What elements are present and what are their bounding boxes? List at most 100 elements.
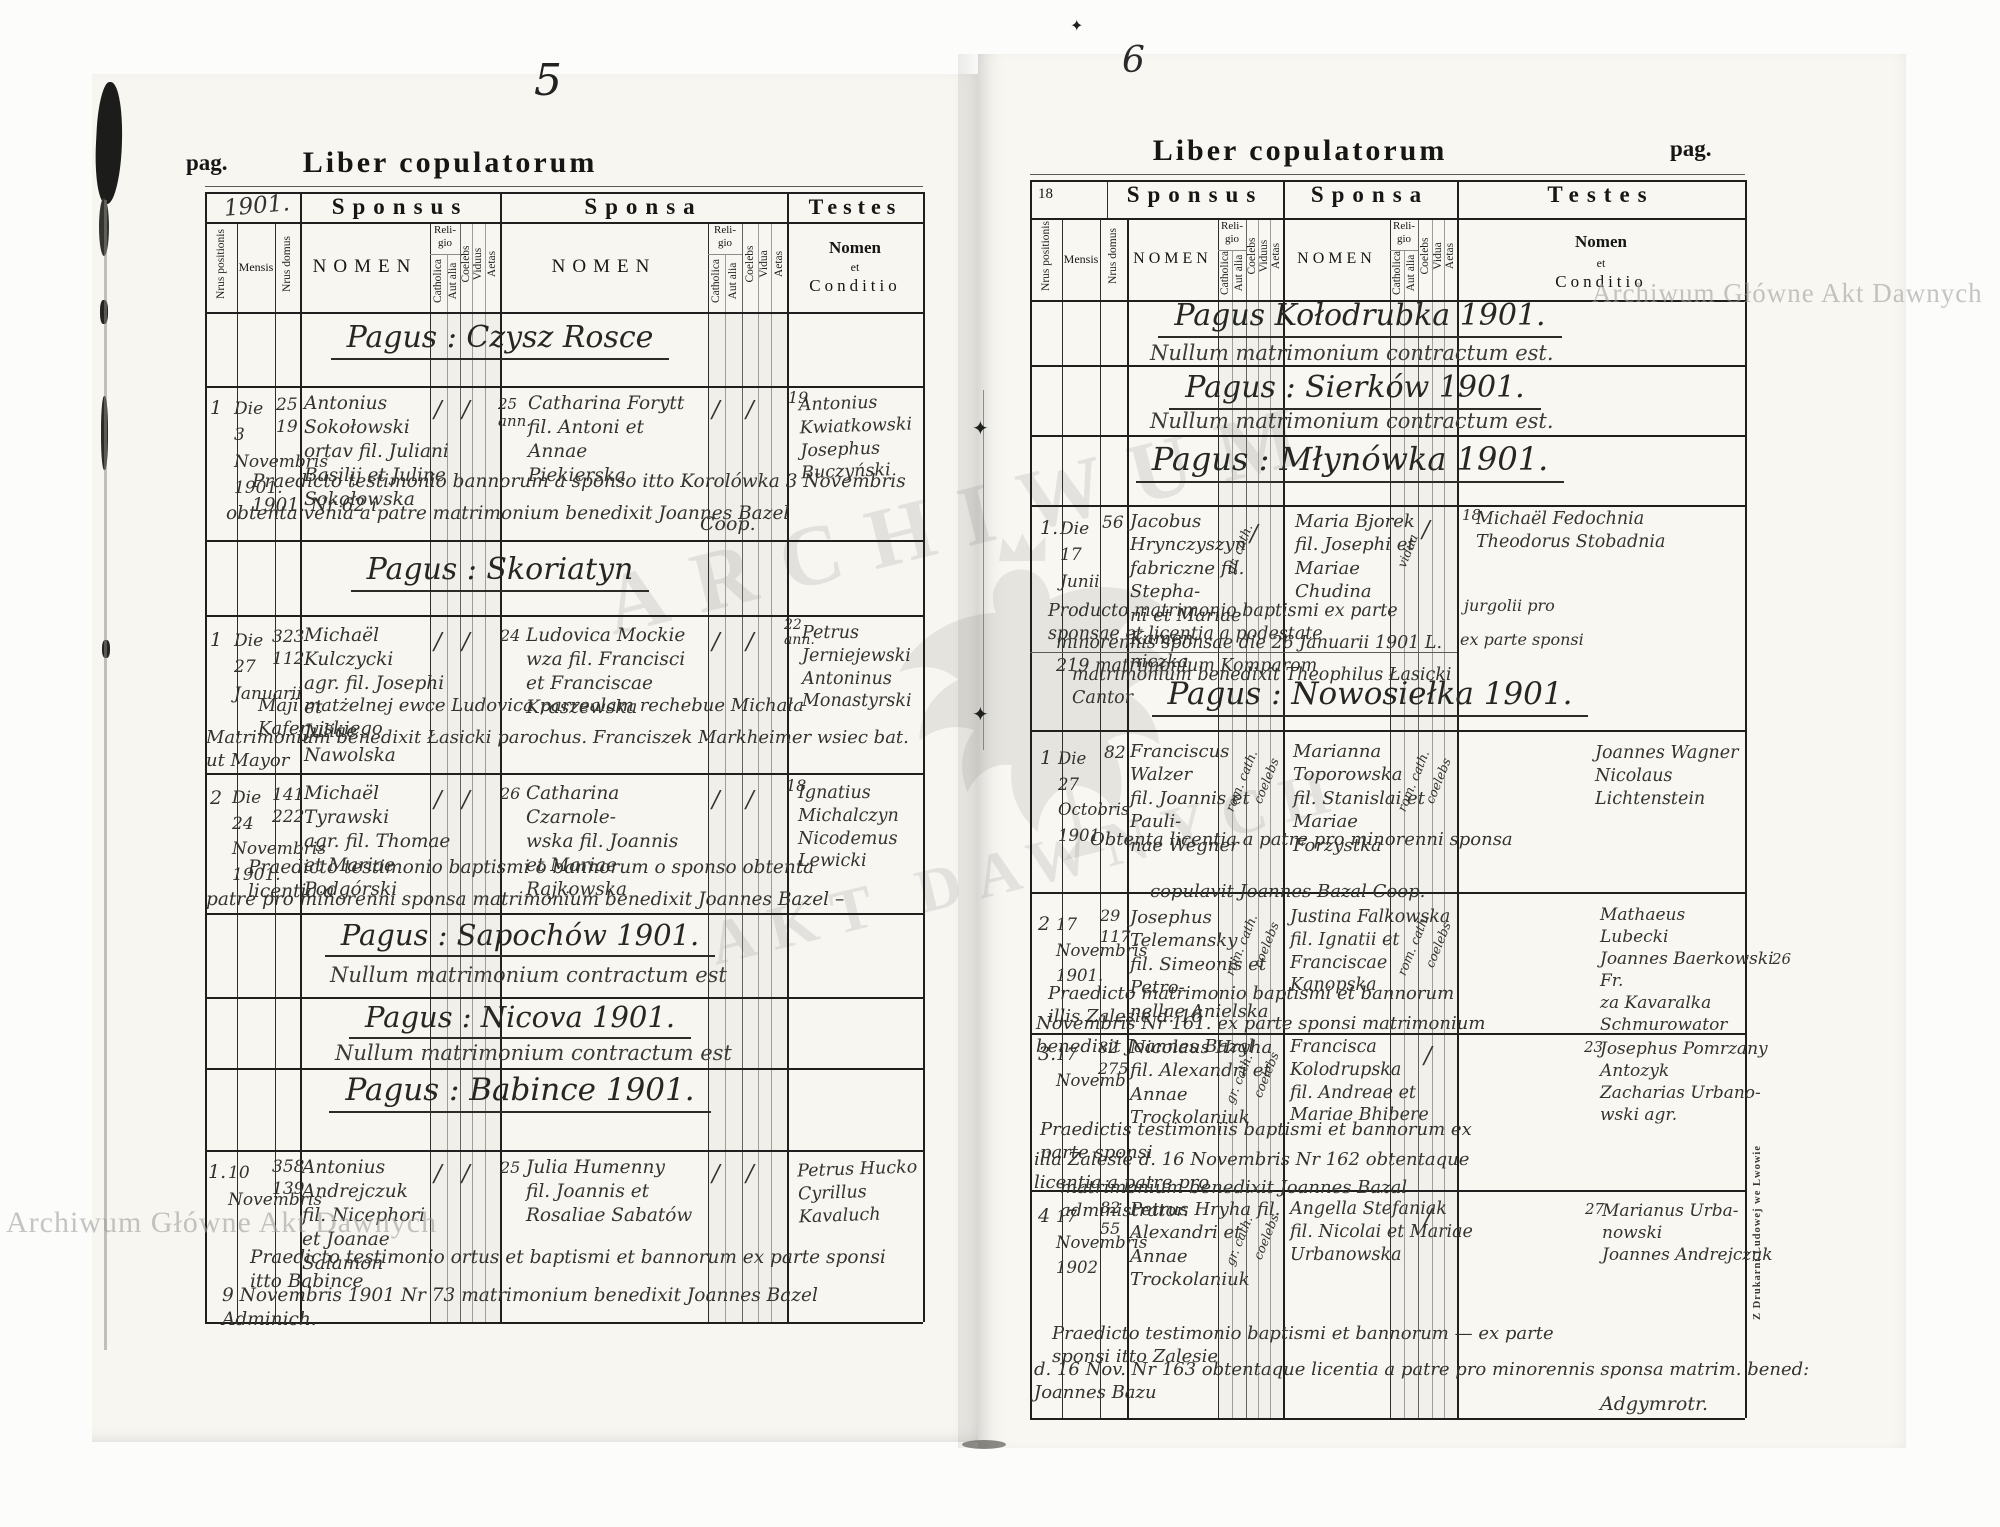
col-nrus-positionis: Nrus positionis	[1040, 221, 1052, 291]
nullum-note: Nullum matrimonium contractum est	[335, 1041, 732, 1065]
grid-line	[205, 312, 923, 314]
grid-line	[205, 1322, 923, 1324]
page-label: pag.	[1670, 136, 1712, 161]
grid-line	[1030, 892, 1745, 894]
col-aetas: Aetas	[1270, 242, 1282, 270]
binding-smudge	[962, 1440, 1006, 1449]
archive-watermark-bottom-left: Archiwum Główne Akt Dawnych	[6, 1206, 438, 1239]
grid-line	[1457, 180, 1459, 1418]
grid-line	[1390, 218, 1391, 1418]
testes-names: Joannes Wagner Nicolaus Lichtenstein	[1595, 743, 1739, 809]
entry-date: Die 27 Januarii	[234, 631, 302, 704]
col-catholica: Catholica	[710, 258, 722, 304]
grid-line	[1404, 250, 1405, 1418]
sponsa-name: Ludovica Mockie wza fil. Francisci et Fr…	[526, 625, 686, 719]
sponsus-name: Josephus Telemansky fil. Simeonis et Pet…	[1130, 907, 1269, 1022]
col-viduus: Viduus	[472, 247, 484, 281]
entry-house-number: 82 275	[1098, 1038, 1129, 1078]
pagus-heading-text: Pagus : Młynówka 1901.	[1135, 440, 1565, 483]
pagus-heading-text: Pagus : Nicova 1901.	[348, 1000, 692, 1039]
check-mark: /	[712, 397, 720, 423]
entry-number: 3.	[1038, 1043, 1057, 1065]
col-religio-sponsa: Reli- gio	[714, 224, 736, 249]
testes-names: Mathaeus Lubecki Joannes Baerkowski Fr. …	[1600, 905, 1774, 1036]
col-religio-sponsus: Reli- gio	[434, 224, 456, 249]
grid-line	[1030, 218, 1745, 220]
check-mark: /	[462, 787, 470, 813]
testes-age: 26	[1772, 950, 1792, 968]
entry-house-number: 82	[1104, 743, 1126, 763]
pagus-heading: Pagus : Młynówka 1901.	[1110, 440, 1590, 483]
left-page-paper	[92, 74, 978, 1442]
col-aetas: Aetas	[1444, 242, 1456, 270]
check-mark: /	[434, 787, 442, 813]
grid-line	[1100, 218, 1101, 1418]
grid-line	[1283, 180, 1285, 1418]
check-mark: /	[1424, 1043, 1432, 1069]
sponsus-name: Petrus Hryha fil. Alexandri et Annae Tro…	[1130, 1199, 1281, 1291]
check-mark: /	[712, 1161, 720, 1187]
pagus-heading-text: Pagus : Sapochów 1901.	[324, 918, 716, 957]
grid-line	[758, 222, 759, 1322]
eagle-watermark-icon	[853, 433, 1470, 901]
col-nrus-domus: Nrus domus	[1107, 228, 1119, 284]
grid-line	[205, 615, 923, 617]
sponsa-header: Sponsa	[584, 194, 703, 219]
entry-house-number: 56	[1102, 513, 1124, 533]
entry-note: Coop.	[700, 513, 756, 535]
col-nomen-sponsus: NOMEN	[1133, 250, 1212, 267]
testes-note: ex parte sponsi	[1460, 630, 1584, 649]
grid-line	[708, 222, 709, 1322]
pagus-heading: Pagus Kołodrubka 1901.	[1140, 298, 1580, 338]
grid-line	[923, 192, 925, 1322]
testes-names: Ignatius Michalczyn Nicodemus Lewicki	[798, 783, 899, 872]
grid-line	[1270, 218, 1271, 1418]
grid-line	[787, 192, 789, 1322]
testes-age: 22 ann.	[784, 617, 815, 649]
entry-note: 9 Novembris 1901 Nr 73 matrimonium bened…	[222, 1285, 818, 1331]
binding-crease	[958, 54, 1000, 1448]
entry-date: Die 24 Novembris 1901.	[232, 788, 327, 885]
nullum-note: Nullum matrimonium contractum est	[330, 963, 727, 987]
pagus-heading-text: Pagus : Babince 1901.	[329, 1072, 711, 1113]
grid-line	[1432, 218, 1433, 1418]
grid-line	[205, 997, 923, 999]
testes-et: et	[1596, 256, 1606, 270]
testes-header: Testes	[808, 194, 902, 219]
grid-line	[472, 222, 473, 1322]
entry-note: patre pro minorenni sponsa matrimonium b…	[206, 889, 845, 910]
grid-line	[1030, 174, 1745, 175]
handwritten-page-number: 5	[534, 55, 562, 106]
year-cell: 18	[1038, 186, 1053, 202]
grid-line	[1030, 365, 1745, 367]
entry-date: Die 27 Octobris 1901	[1058, 749, 1130, 845]
entry-note: Praedicto testimonio bannorum a sponso i…	[252, 471, 906, 517]
grid-line	[771, 222, 772, 1322]
sponsa-age: 24	[500, 626, 521, 645]
entry-house-number: 82 55	[1100, 1198, 1121, 1238]
sponsus-header: Sponsus	[1126, 182, 1264, 207]
entry-house-number: 358 139	[272, 1157, 305, 1200]
testes-header: Testes	[1547, 182, 1655, 207]
sponsa-name: Catharina Czarnole- wska fil. Joannis et…	[526, 783, 679, 901]
grid-line	[1390, 250, 1418, 251]
pagus-heading-text: Pagus : Nowosiełka 1901.	[1151, 676, 1589, 717]
sponsa-name: Maria Bjorek fil. Josephi et Mariae Chud…	[1295, 511, 1415, 603]
grid-line	[1127, 218, 1129, 1418]
col-aetas: Aetas	[773, 250, 785, 278]
col-viduus: Viduus	[1258, 239, 1270, 273]
testes-age: 18	[1462, 506, 1482, 524]
nullum-note: Nullum matrimonium contractum est.	[1150, 409, 1554, 433]
check-mark: /	[462, 629, 470, 655]
page-title: Liber copulatorum	[1152, 134, 1448, 167]
grid-line	[1418, 218, 1419, 1418]
grid-line	[1030, 180, 1032, 1418]
grid-line	[1107, 180, 1108, 218]
pagus-heading-text: Pagus Kołodrubka 1901.	[1158, 298, 1562, 338]
archive-center-watermark: ARCHIWUM AKT DAWNYCH	[594, 365, 1477, 985]
entry-note: Praedicto testimonio baptismi et bannoru…	[1052, 1323, 1554, 1368]
check-mark: /	[1424, 1205, 1432, 1231]
grid-line	[205, 222, 923, 224]
col-coelebs: Coelebs	[460, 245, 472, 283]
